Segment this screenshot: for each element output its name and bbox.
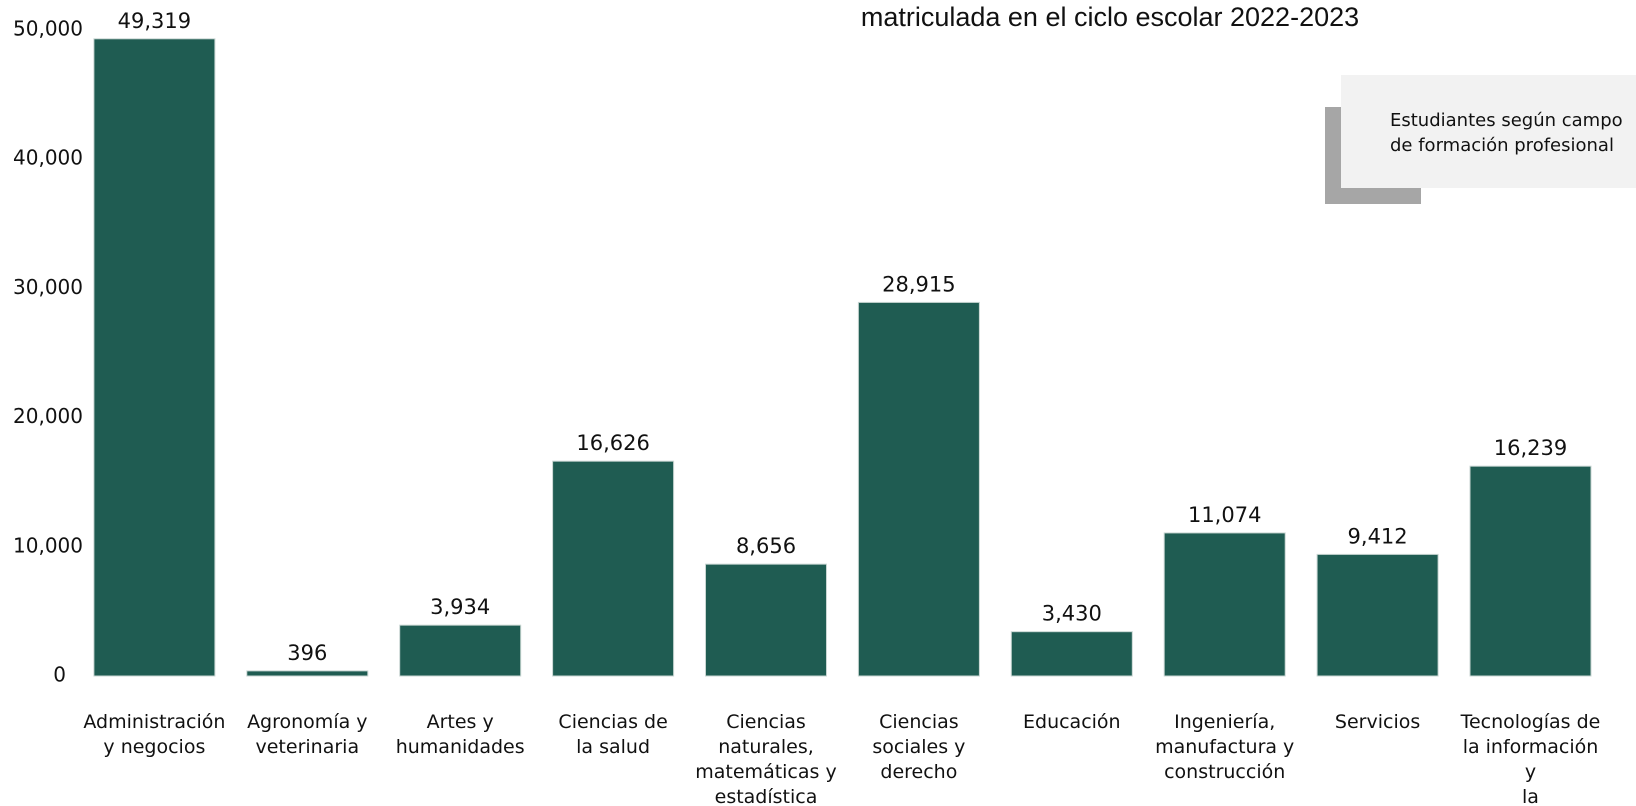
chart-title: matriculada en el ciclo escolar 2022-202…: [860, 2, 1360, 32]
x-tick-label: Tecnologías de la información y la comun…: [1460, 711, 1601, 806]
x-tick-label: Servicios: [1334, 711, 1421, 733]
x-tick-label: Agronomía y veterinaria: [247, 711, 368, 758]
value-label: 11,074: [1188, 503, 1261, 527]
y-tick-label: 10,000: [13, 533, 83, 557]
y-tick-label: 20,000: [13, 404, 83, 428]
x-tick-label: Ciencias sociales y derecho: [872, 711, 966, 783]
x-tick-label: Ciencias naturales, matemáticas y estadí…: [695, 711, 837, 806]
value-label: 3,934: [430, 595, 490, 619]
y-tick-label: 50,000: [13, 17, 83, 41]
bar: [1010, 631, 1133, 677]
bar: [399, 624, 522, 677]
y-tick-label: 40,000: [13, 146, 83, 170]
bar: [705, 563, 827, 677]
x-tick-label: Administración y negocios: [83, 711, 226, 758]
value-label: 396: [287, 641, 327, 665]
bar: [246, 670, 369, 677]
bar: [552, 460, 675, 677]
value-label: 49,319: [118, 9, 191, 33]
bar: [857, 301, 980, 677]
value-label: 28,915: [882, 272, 955, 296]
x-tick-label: Ingeniería, manufactura y construcción: [1155, 711, 1295, 783]
y-tick-label: 0: [53, 663, 66, 687]
value-label: 3,430: [1042, 602, 1102, 626]
value-label: 8,656: [736, 534, 796, 558]
value-label: 16,626: [576, 431, 649, 455]
bar: [93, 38, 216, 677]
bar: [1316, 553, 1439, 677]
bar: [1469, 465, 1592, 677]
legend-box: [1341, 75, 1636, 188]
x-tick-label: Artes y humanidades: [395, 711, 525, 758]
y-tick-label: 30,000: [13, 275, 83, 299]
value-label: 9,412: [1348, 524, 1408, 548]
x-tick-label: Ciencias de la salud: [558, 711, 668, 758]
value-label: 16,239: [1494, 436, 1567, 460]
legend-text: Estudiantes según campo de formación pro…: [1390, 110, 1623, 156]
x-tick-label: Educación: [1023, 711, 1121, 733]
bar: [1163, 532, 1286, 677]
